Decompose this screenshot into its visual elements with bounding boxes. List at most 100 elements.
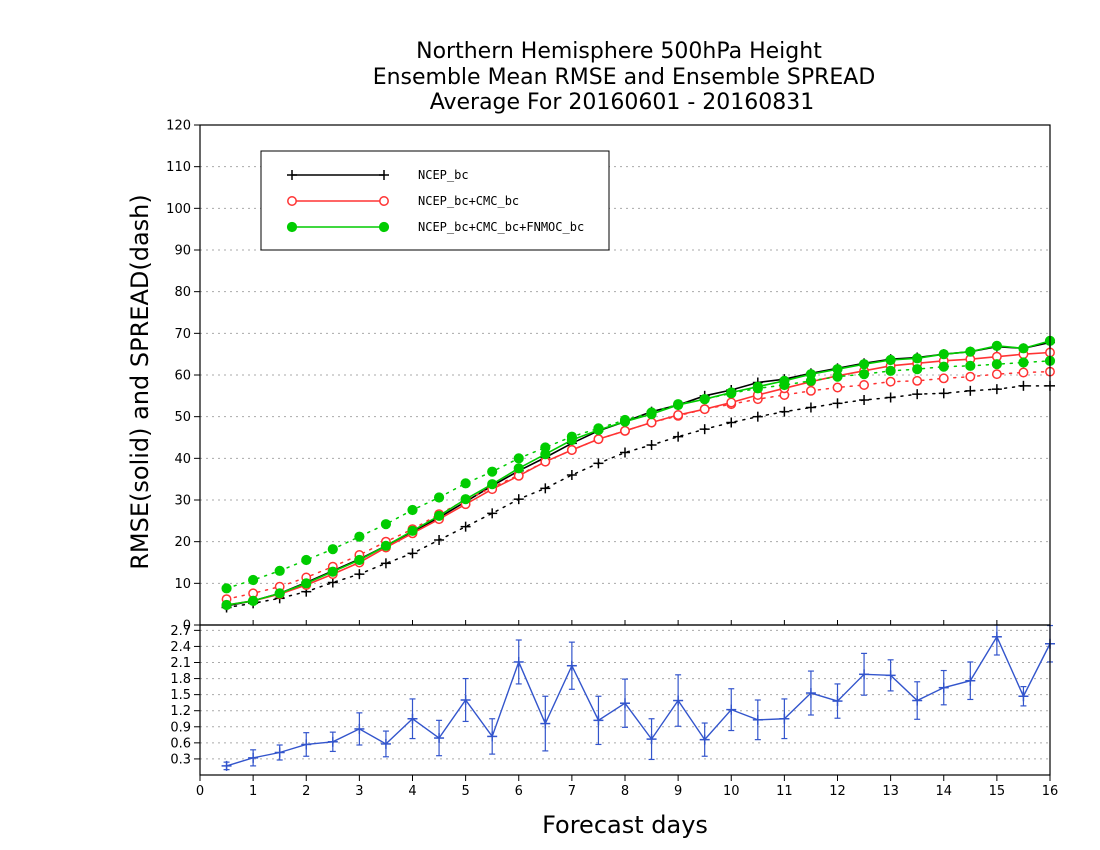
- rmse-point: [593, 434, 604, 445]
- spread-point: [248, 574, 259, 586]
- spread-point: [327, 544, 338, 555]
- rmse-point: [327, 566, 338, 577]
- legend-item-1: NCEP_bc+CMC_bc: [287, 194, 519, 208]
- top-panel-series: [221, 335, 1056, 613]
- rmse-point: [646, 409, 657, 420]
- legend-item-0: NCEP_bc: [287, 168, 469, 182]
- difference-point: [965, 675, 976, 686]
- difference-point: [354, 723, 365, 734]
- spread-point: [912, 364, 923, 375]
- difference-point: [487, 731, 498, 742]
- legend-item-2: NCEP_bc+CMC_bc+FNMOC_bc: [286, 220, 584, 234]
- x-tick-label: 15: [989, 784, 1006, 799]
- rmse-line-series-1: [226, 351, 1051, 606]
- y-tick-label: 2.7: [170, 624, 191, 639]
- spread-point: [1018, 357, 1029, 368]
- rmse-point: [593, 424, 604, 436]
- spread-point: [407, 504, 418, 516]
- rmse-point: [301, 578, 312, 589]
- rmse-point: [726, 387, 737, 398]
- rmse-point: [752, 381, 763, 392]
- spread-point: [433, 492, 445, 503]
- y-tick-label: 1.2: [170, 704, 191, 719]
- y-tick-label: 90: [174, 244, 191, 259]
- spread-point: [938, 388, 949, 399]
- rmse-line-series-2: [226, 340, 1051, 606]
- difference-point: [221, 760, 232, 771]
- rmse-point: [726, 397, 737, 408]
- legend-marker-right: [379, 196, 389, 206]
- y-axis-label: RMSE(solid) and SPREAD(dash): [126, 194, 154, 570]
- rmse-point: [221, 599, 232, 611]
- spread-point: [752, 411, 763, 422]
- rmse-point: [620, 425, 630, 436]
- difference-point: [726, 704, 737, 715]
- legend-marker-left: [287, 196, 297, 206]
- difference-point: [779, 713, 790, 724]
- x-tick-label: 13: [882, 784, 899, 799]
- y-tick-label: 0.9: [170, 720, 191, 735]
- spread-point: [620, 447, 630, 458]
- spread-point: [885, 392, 896, 403]
- x-tick-label: 2: [302, 784, 310, 799]
- legend-marker-right: [378, 221, 390, 233]
- spread-point: [859, 380, 870, 390]
- spread-point: [380, 519, 392, 530]
- difference-point: [991, 631, 1002, 642]
- top-y-axis-ticks: 0 10 20 30 40 50 60 70 80 90 100 110 120: [166, 119, 200, 634]
- spread-point: [991, 384, 1002, 395]
- x-tick-label: 9: [674, 784, 682, 799]
- y-tick-label: 120: [166, 119, 191, 134]
- spread-point: [965, 385, 976, 396]
- spread-point: [726, 417, 737, 428]
- x-tick-label: 10: [723, 784, 740, 799]
- spread-point: [460, 478, 471, 489]
- difference-point: [912, 695, 923, 706]
- spread-point: [885, 365, 896, 376]
- legend-marker-left: [287, 170, 297, 180]
- spread-point: [938, 361, 949, 372]
- rmse-point: [673, 410, 684, 420]
- spread-point: [965, 360, 976, 371]
- spread-point: [513, 494, 524, 505]
- spread-point: [487, 508, 498, 519]
- spread-point: [646, 440, 657, 450]
- x-tick-label: 11: [776, 784, 793, 799]
- spread-point: [673, 431, 684, 442]
- rmse-point: [566, 434, 577, 446]
- rmse-point: [274, 588, 285, 599]
- x-tick-label: 4: [408, 784, 416, 799]
- y-tick-label: 110: [166, 160, 191, 175]
- x-tick-label: 7: [568, 784, 576, 799]
- y-tick-label: 60: [174, 369, 191, 384]
- rmse-point: [460, 494, 471, 505]
- y-tick-label: 80: [174, 285, 191, 300]
- x-tick-label: 6: [515, 784, 523, 799]
- spread-point: [380, 558, 391, 569]
- rmse-point: [912, 353, 923, 364]
- rmse-point: [965, 346, 976, 357]
- difference-point: [859, 669, 870, 680]
- difference-point: [434, 733, 445, 744]
- legend-label: NCEP_bc+CMC_bc+FNMOC_bc: [418, 220, 584, 234]
- y-tick-label: 2.4: [170, 640, 191, 655]
- difference-point: [832, 696, 843, 707]
- difference-point: [699, 734, 710, 745]
- rmse-point: [407, 525, 418, 536]
- x-axis-ticks: 0 1 2 3 4 5 6 7 8 9 10 11 12 13 14 15 16: [196, 620, 1058, 799]
- difference-point: [1018, 691, 1029, 702]
- spread-point: [912, 389, 923, 400]
- x-tick-label: 5: [461, 784, 469, 799]
- spread-point: [513, 453, 524, 464]
- spread-point: [832, 382, 843, 393]
- rmse-point: [433, 510, 445, 521]
- rmse-point: [380, 540, 392, 551]
- spread-point: [354, 531, 365, 542]
- spread-line-series-0: [225, 385, 1051, 609]
- rmse-point: [699, 404, 710, 415]
- spread-point: [1018, 367, 1029, 378]
- chart-title: Northern Hemisphere 500hPa Height Ensemb…: [373, 39, 876, 115]
- spread-point: [832, 398, 843, 409]
- spread-point: [327, 577, 338, 588]
